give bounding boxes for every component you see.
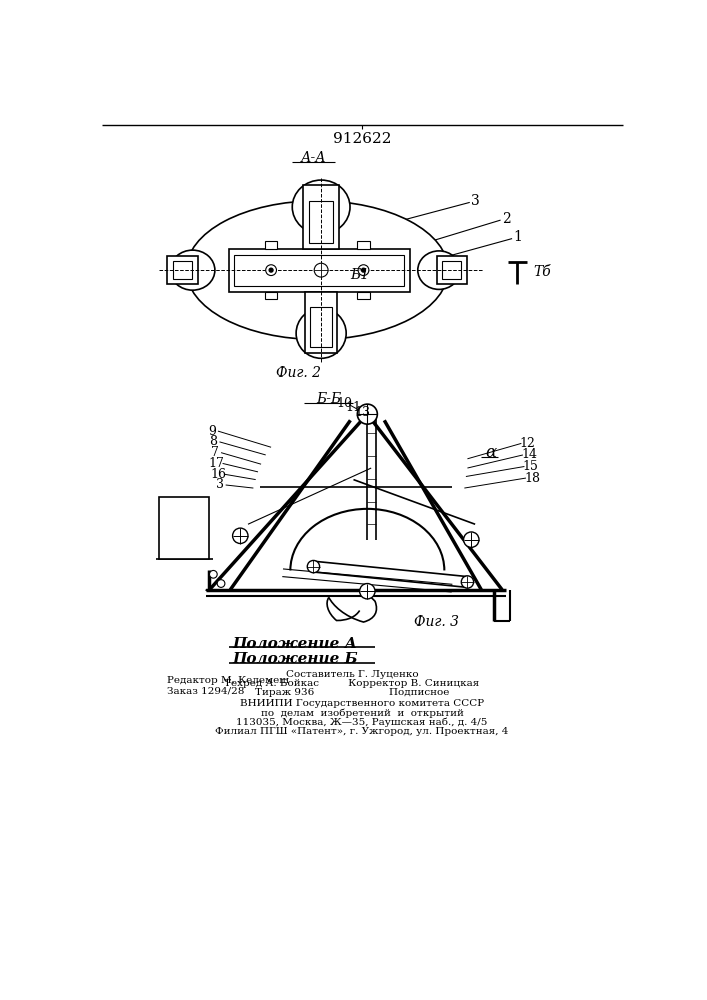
Text: 9: 9 (208, 425, 216, 438)
Text: по  делам  изобретений  и  открытий: по делам изобретений и открытий (260, 708, 463, 718)
Bar (305, 292, 337, 353)
Bar (310, 307, 332, 347)
Circle shape (358, 265, 369, 276)
Text: Заказ 1294/28: Заказ 1294/28 (167, 687, 245, 696)
Circle shape (464, 532, 479, 547)
Bar (265, 292, 277, 299)
Text: 7: 7 (211, 446, 219, 459)
Bar (160, 497, 209, 559)
Text: 15: 15 (522, 460, 539, 473)
Circle shape (314, 263, 328, 277)
Bar (167, 256, 198, 284)
Bar (357, 241, 370, 249)
Bar (229, 249, 409, 292)
Text: 18: 18 (524, 472, 540, 485)
Circle shape (360, 584, 375, 599)
Text: α: α (485, 444, 496, 461)
Text: 8: 8 (209, 435, 217, 448)
Text: Тираж 936                       Подписное: Тираж 936 Подписное (255, 688, 449, 697)
Text: ВНИИПИ Государственного комитета СССР: ВНИИПИ Государственного комитета СССР (240, 699, 484, 708)
Text: Фиг. 2: Фиг. 2 (276, 366, 320, 380)
Bar (357, 292, 370, 299)
Text: 13: 13 (355, 406, 370, 419)
Text: Составитель Г. Луценко: Составитель Г. Луценко (286, 670, 419, 679)
Ellipse shape (187, 201, 448, 339)
Text: 12: 12 (520, 437, 535, 450)
Text: Положение А: Положение А (233, 637, 358, 651)
Text: Филиал ПГШ «Патент», г. Ужгород, ул. Проектная, 4: Филиал ПГШ «Патент», г. Ужгород, ул. Про… (215, 727, 508, 736)
Circle shape (461, 576, 474, 588)
Bar (173, 261, 192, 279)
Text: Б1: Б1 (350, 268, 369, 282)
Text: А-А: А-А (300, 151, 327, 165)
Text: Тб: Тб (533, 265, 551, 279)
Bar (234, 255, 404, 286)
Bar (303, 185, 339, 249)
Ellipse shape (292, 180, 350, 234)
Text: 16: 16 (210, 468, 226, 481)
Text: 17: 17 (209, 457, 224, 470)
Circle shape (233, 528, 248, 544)
Bar (442, 261, 461, 279)
Text: 14: 14 (521, 448, 537, 461)
Ellipse shape (296, 308, 346, 358)
Text: Б-Б: Б-Б (316, 392, 341, 406)
Text: 113035, Москва, Ж—35, Раушская наб., д. 4/5: 113035, Москва, Ж—35, Раушская наб., д. … (236, 717, 488, 727)
Circle shape (357, 404, 378, 424)
Bar (437, 256, 467, 284)
Text: Фиг. 3: Фиг. 3 (414, 615, 459, 629)
Bar (309, 201, 334, 243)
Ellipse shape (418, 251, 460, 289)
Text: 3: 3 (216, 478, 223, 491)
Text: Техред А. Бойкас         Корректор В. Синицкая: Техред А. Бойкас Корректор В. Синицкая (224, 679, 479, 688)
Circle shape (217, 580, 225, 587)
Bar (265, 241, 277, 249)
Text: 1: 1 (513, 230, 522, 244)
Circle shape (361, 268, 366, 272)
Circle shape (209, 570, 217, 578)
Ellipse shape (170, 250, 215, 290)
Text: 912622: 912622 (333, 132, 391, 146)
Text: 11: 11 (346, 401, 361, 414)
Circle shape (269, 268, 273, 272)
Text: 3: 3 (471, 194, 479, 208)
Text: 10: 10 (337, 397, 352, 410)
Text: Положение Б: Положение Б (233, 652, 358, 666)
Text: 2: 2 (501, 212, 510, 226)
Text: Редактор М. Келемеш: Редактор М. Келемеш (167, 676, 289, 685)
Circle shape (308, 560, 320, 573)
Circle shape (266, 265, 276, 276)
